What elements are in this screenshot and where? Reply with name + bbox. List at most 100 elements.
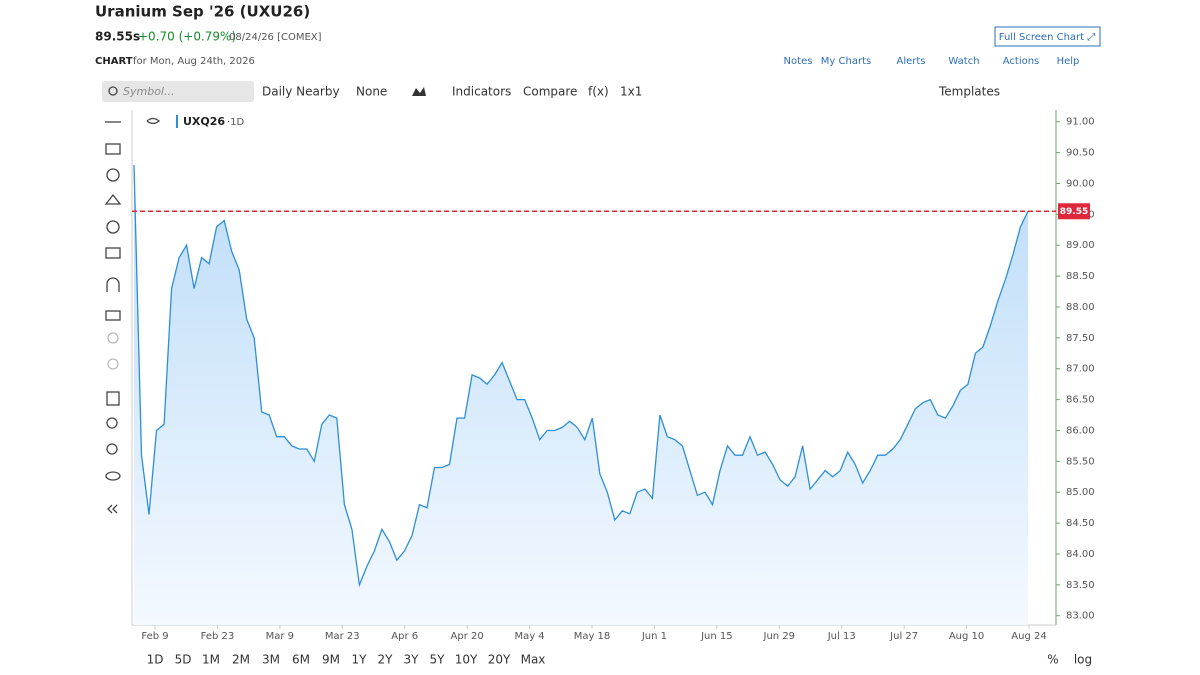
y-tick-label: 87.00 — [1066, 364, 1095, 375]
y-tick-label: 84.00 — [1066, 549, 1095, 560]
price-line — [133, 164, 1029, 588]
x-tick-label: Mar 9 — [266, 631, 294, 642]
toolbar-item[interactable]: 1x1 — [620, 85, 642, 99]
x-tick-label: Feb 23 — [201, 631, 235, 642]
range-button[interactable]: 9M — [322, 653, 340, 667]
y-tick-label: 90.00 — [1066, 178, 1095, 189]
x-tick-label: Jun 1 — [641, 631, 667, 642]
templates[interactable]: Templates — [938, 85, 1000, 99]
toolbar-item[interactable]: Compare — [523, 85, 577, 99]
x-tick-label: Feb 9 — [141, 631, 168, 642]
range-button[interactable]: 3M — [262, 653, 280, 667]
tool-icon[interactable] — [106, 443, 118, 455]
x-tick-label: May 4 — [514, 631, 544, 642]
plot: 83.00 83.50 84.00 84.50 85.00 85.50 86.00 86.50… — [132, 117, 1095, 642]
range-button[interactable]: 2M — [232, 653, 250, 667]
x-tick-label: Jun 15 — [700, 631, 733, 642]
y-tick-label: 85.50 — [1066, 456, 1095, 467]
y-tick-label: 86.50 — [1066, 395, 1095, 406]
x-tick-label: Mar 23 — [325, 631, 360, 642]
tool-icon[interactable] — [104, 193, 122, 205]
range-button[interactable]: 2Y — [378, 653, 394, 667]
range-button[interactable]: 20Y — [488, 653, 511, 667]
range-bar: 1D 5D 1M 2M 3M 6M 9M 1Y 2Y 3Y 5Y 10Y 20Y Max% log — [147, 653, 1093, 667]
eye-icon[interactable] — [146, 117, 161, 125]
top-link[interactable]: Notes — [784, 56, 813, 67]
range-button[interactable]: 5D — [175, 653, 192, 667]
x-tick-label: Apr 20 — [451, 631, 484, 642]
tool-icon[interactable] — [106, 391, 120, 406]
range-button[interactable]: 1Y — [352, 653, 368, 667]
chart-type-icon[interactable] — [412, 87, 426, 96]
toolbar-item[interactable]: f(x) — [588, 85, 609, 99]
title: Uranium Sep '26 (UXU26) — [95, 3, 310, 21]
date-exchange: 08/24/26 [COMEX] — [229, 32, 322, 43]
y-tick-label: 85.00 — [1066, 487, 1095, 498]
y-tick-label: 83.50 — [1066, 580, 1095, 591]
toolbar-item[interactable]: None — [356, 85, 387, 99]
toolbar: Daily Nearby None Indicators Compare f(x) 1x1 — [262, 85, 642, 99]
for-date: for Mon, Aug 24th, 2026 — [133, 56, 255, 67]
full-screen-text[interactable]: Full Screen Chart ⤢ — [999, 32, 1096, 43]
x-tick-label: Jul 27 — [889, 631, 918, 642]
tool-icon[interactable] — [105, 310, 121, 321]
y-tick-label: 89.00 — [1066, 240, 1095, 251]
legend-swatch — [176, 115, 178, 128]
chart-label: CHART — [95, 56, 133, 67]
series-interval: ·1D — [227, 117, 245, 128]
range-button[interactable]: 6M — [292, 653, 310, 667]
left-tools — [104, 121, 122, 514]
y-tick-label: 88.50 — [1066, 271, 1095, 282]
x-tick-label: Jul 13 — [827, 631, 856, 642]
x-tick-label: May 18 — [574, 631, 611, 642]
top-link[interactable]: Help — [1057, 56, 1080, 67]
y-tick-label: 83.00 — [1066, 611, 1095, 622]
range-button[interactable]: 5Y — [430, 653, 446, 667]
y-tick-label: 86.00 — [1066, 425, 1095, 436]
scale-toggle[interactable]: % — [1047, 653, 1058, 667]
y-tick-label: 91.00 — [1066, 117, 1095, 128]
tool-icon[interactable] — [105, 247, 121, 259]
x-tick-label: Aug 24 — [1011, 631, 1046, 642]
area-fill — [134, 165, 1028, 625]
x-tick-label: Jun 29 — [763, 631, 796, 642]
y-tick-label: 87.50 — [1066, 333, 1095, 344]
tool-icon[interactable] — [107, 358, 119, 370]
tool-icon[interactable] — [107, 504, 118, 514]
y-tick-label: 88.00 — [1066, 302, 1095, 313]
change: +0.70 (+0.79%) — [138, 30, 236, 44]
tool-icon[interactable] — [106, 168, 120, 182]
price: 89.55s — [95, 30, 140, 44]
range-button[interactable]: Max — [521, 653, 546, 667]
range-button[interactable]: 1M — [202, 653, 220, 667]
tool-icon[interactable] — [106, 220, 120, 234]
top-link[interactable]: Alerts — [896, 56, 925, 67]
top-link[interactable]: Watch — [948, 56, 979, 67]
symbol-placeholder[interactable]: Symbol... — [123, 85, 174, 98]
last-price-label: 89.55 — [1060, 207, 1088, 217]
tool-icon[interactable] — [105, 143, 121, 155]
y-tick-label: 84.50 — [1066, 518, 1095, 529]
range-button[interactable]: 3Y — [404, 653, 420, 667]
top-link[interactable]: Actions — [1003, 56, 1040, 67]
toolbar-item[interactable]: Indicators — [452, 85, 511, 99]
range-button[interactable]: 1D — [147, 653, 164, 667]
tool-icon[interactable] — [107, 332, 119, 344]
top-link[interactable]: My Charts — [821, 56, 871, 67]
top-links: Notes My Charts Alerts Watch Actions Help — [784, 56, 1080, 67]
x-tick-label: Aug 10 — [949, 631, 984, 642]
series-name: UXQ26 — [183, 115, 225, 128]
last-price-box — [1058, 203, 1090, 220]
tool-icon[interactable] — [106, 417, 118, 429]
y-tick-label: 90.50 — [1066, 148, 1095, 159]
toolbar-item[interactable]: Daily Nearby — [262, 85, 340, 99]
scale-toggle[interactable]: log — [1074, 653, 1092, 667]
symbol-box[interactable] — [102, 81, 254, 102]
full-screen-button[interactable] — [994, 26, 1101, 47]
x-tick-label: Apr 6 — [391, 631, 418, 642]
search-icon — [108, 86, 118, 96]
tool-icon[interactable] — [106, 277, 120, 292]
range-button[interactable]: 10Y — [455, 653, 478, 667]
tool-icon[interactable] — [105, 471, 121, 481]
